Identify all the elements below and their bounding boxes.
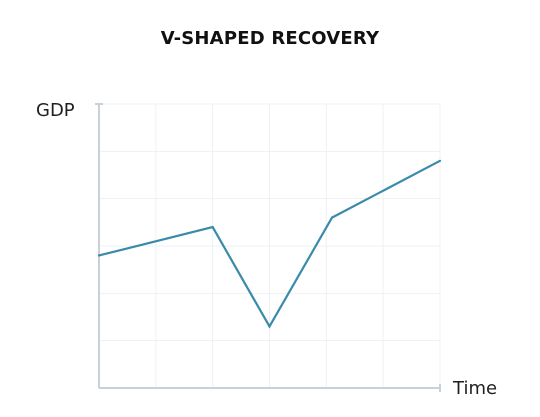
- chart-title: V-SHAPED RECOVERY: [160, 28, 380, 49]
- data-points: [97, 159, 442, 328]
- data-point: [438, 159, 442, 162]
- y-axis-label: GDP: [36, 100, 75, 121]
- data-point: [268, 325, 271, 328]
- grid-lines: [99, 103, 441, 388]
- data-point: [97, 254, 101, 257]
- data-point: [330, 216, 334, 219]
- data-point: [211, 225, 214, 229]
- x-axis-label: Time: [452, 378, 497, 399]
